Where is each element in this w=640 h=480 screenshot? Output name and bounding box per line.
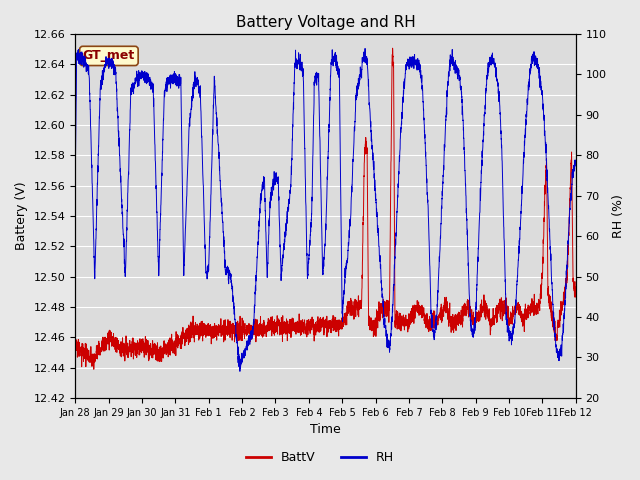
RH [572,159,579,165]
RH [179,189,186,195]
Line: BattV: BattV [76,48,576,369]
BattV [72,339,79,345]
Y-axis label: Battery (V): Battery (V) [15,181,28,250]
BattV [572,284,580,290]
RH [374,226,382,231]
BattV [383,298,390,303]
Title: Battery Voltage and RH: Battery Voltage and RH [236,15,415,30]
Text: GT_met: GT_met [83,49,135,62]
RH [361,46,369,51]
X-axis label: Time: Time [310,423,341,436]
RH [525,84,532,90]
BattV [90,366,98,372]
BattV [388,45,396,51]
RH [572,157,580,163]
BattV [374,317,382,323]
BattV [572,288,579,294]
BattV [179,333,186,338]
Y-axis label: RH (%): RH (%) [612,194,625,238]
RH [211,83,219,89]
RH [383,331,391,336]
Line: RH: RH [76,48,576,372]
RH [236,369,244,374]
RH [72,167,79,173]
BattV [525,303,532,309]
Legend: BattV, RH: BattV, RH [241,446,399,469]
BattV [211,333,219,338]
